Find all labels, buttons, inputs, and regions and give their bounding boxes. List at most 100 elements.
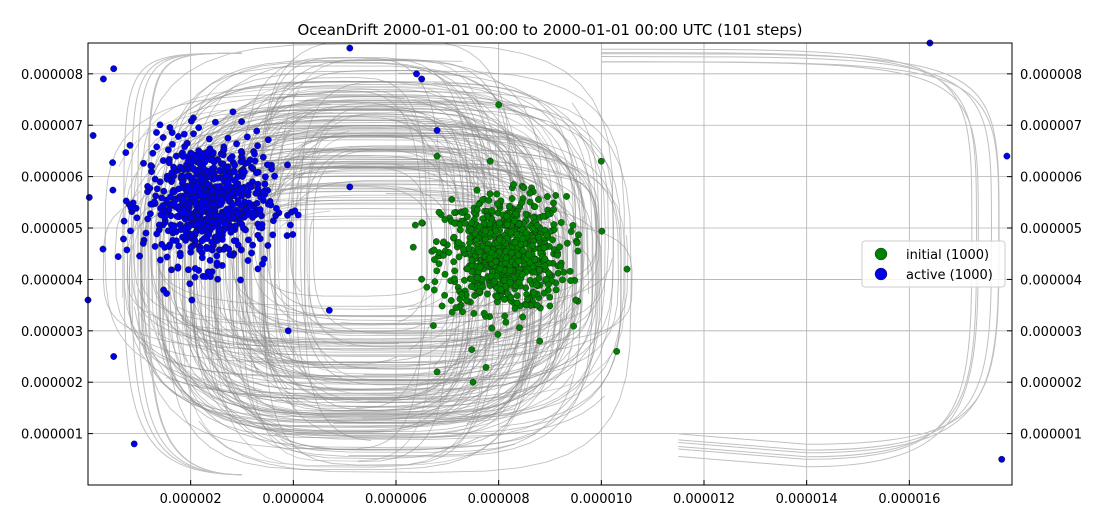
trajectory-line	[601, 56, 992, 451]
trajectory-line	[122, 85, 563, 436]
trajectory-line	[163, 65, 527, 414]
active-point	[181, 215, 189, 223]
active-point	[100, 75, 107, 83]
active-point	[246, 156, 254, 164]
initial-point	[433, 368, 441, 376]
initial-point	[502, 318, 510, 326]
initial-point	[518, 199, 525, 207]
active-point	[263, 161, 271, 169]
initial-point	[476, 248, 484, 256]
initial-point	[541, 255, 549, 263]
initial-point	[482, 363, 490, 371]
active-point	[214, 275, 222, 283]
active-point	[153, 230, 161, 238]
active-point	[167, 212, 175, 220]
initial-point	[463, 265, 471, 273]
active-point	[346, 44, 354, 52]
y-tick-label-right: 0.000004	[1020, 273, 1082, 288]
initial-point	[451, 209, 458, 217]
initial-point	[445, 249, 453, 256]
active-point	[165, 159, 173, 167]
active-point	[216, 166, 224, 174]
initial-point	[526, 198, 534, 206]
active-point	[203, 245, 211, 252]
active-point	[233, 140, 241, 148]
active-point	[271, 172, 278, 180]
active-point	[291, 207, 299, 215]
initial-point	[441, 291, 448, 299]
initial-point	[502, 254, 510, 262]
y-tick-label: 0.000001	[21, 428, 83, 443]
initial-point	[525, 251, 533, 259]
initial-point	[473, 186, 481, 194]
active-point	[136, 252, 144, 260]
initial-point	[429, 322, 437, 329]
active-point	[89, 132, 97, 139]
initial-point	[448, 308, 456, 316]
initial-point	[557, 262, 565, 270]
active-points	[84, 39, 1011, 463]
initial-point	[503, 212, 511, 220]
trajectory-line	[118, 106, 562, 394]
initial-point	[573, 239, 581, 247]
initial-point	[461, 207, 469, 215]
initial-point	[469, 378, 477, 386]
plot-frame	[87, 42, 1013, 486]
legend-box	[861, 240, 1006, 288]
active-point	[133, 214, 141, 222]
initial-point	[540, 289, 548, 297]
y-tick-label-right: 0.000002	[1020, 376, 1082, 391]
initial-point	[468, 256, 476, 264]
active-point	[190, 130, 197, 138]
initial-point	[447, 297, 455, 304]
initial-point	[522, 301, 530, 309]
initial-point	[484, 290, 491, 298]
active-point	[210, 175, 218, 183]
initial-point	[492, 227, 500, 235]
initial-point	[522, 229, 530, 237]
initial-point	[475, 287, 483, 295]
trajectory-line	[601, 48, 973, 460]
trajectory-line	[169, 101, 605, 438]
active-point	[237, 147, 245, 155]
active-point	[222, 172, 230, 179]
initial-point	[435, 260, 443, 268]
initial-point	[507, 293, 515, 301]
active-point	[261, 180, 269, 188]
trajectory-line	[158, 81, 562, 439]
active-point	[227, 190, 235, 198]
initial-point	[508, 249, 516, 257]
initial-point	[535, 196, 542, 203]
active-point	[251, 150, 258, 158]
trajectory-line	[128, 172, 560, 397]
active-point	[234, 209, 242, 217]
active-point	[198, 254, 206, 262]
active-point	[261, 173, 269, 181]
active-point	[188, 296, 196, 304]
initial-point	[544, 193, 551, 200]
active-point	[232, 222, 239, 230]
active-point	[171, 222, 178, 230]
active-point	[109, 159, 117, 167]
active-point	[120, 217, 128, 225]
initial-point	[451, 267, 458, 275]
initial-point	[550, 221, 558, 229]
active-point	[284, 211, 291, 219]
legend: initial (1000) active (1000)	[861, 240, 1006, 288]
initial-point	[430, 286, 438, 294]
active-point	[181, 233, 189, 241]
initial-point	[520, 184, 528, 192]
active-point	[249, 241, 257, 249]
initial-point	[409, 243, 417, 251]
initial-point	[529, 225, 536, 233]
active-point	[198, 237, 206, 245]
active-point	[211, 118, 219, 126]
active-point	[156, 256, 164, 264]
initial-point	[493, 293, 501, 301]
initial-point	[552, 286, 560, 294]
trajectory-line	[154, 167, 613, 307]
active-point	[208, 187, 216, 195]
active-point	[433, 126, 441, 134]
initial-point	[493, 272, 501, 280]
